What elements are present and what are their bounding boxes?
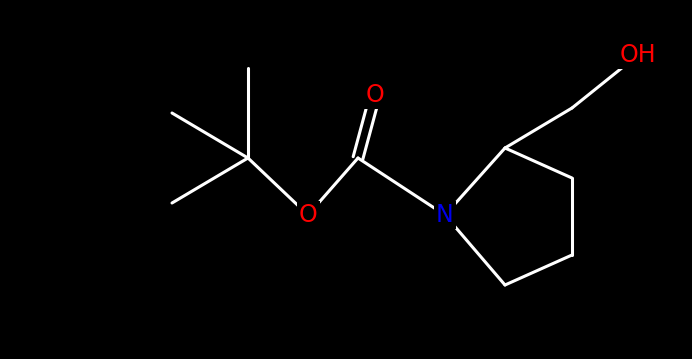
Text: OH: OH (620, 43, 656, 67)
Text: O: O (365, 83, 384, 107)
Text: O: O (299, 203, 318, 227)
Text: N: N (436, 203, 454, 227)
